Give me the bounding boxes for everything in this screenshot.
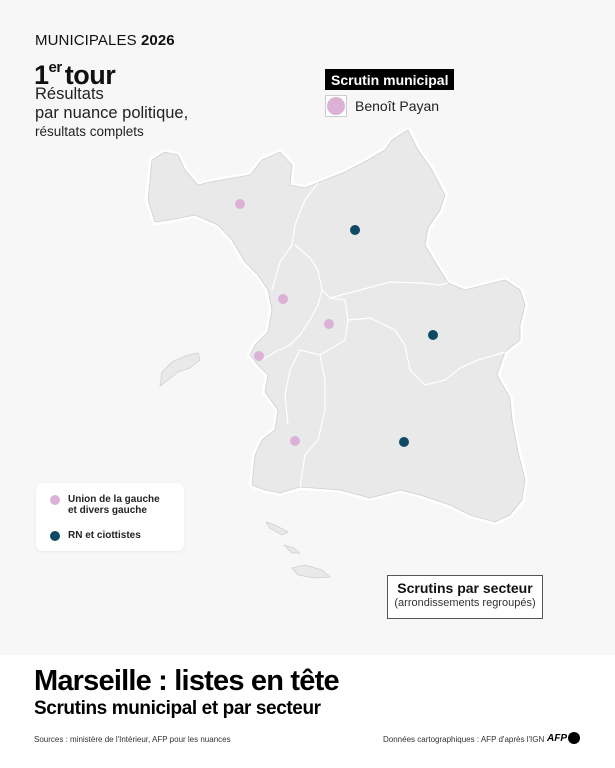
afp-logo: AFP	[547, 732, 580, 744]
secteur-box: Scrutins par secteur (arrondissements re…	[387, 575, 543, 619]
pink-dot-icon	[50, 495, 60, 505]
round-number: 1	[34, 60, 49, 90]
subheadline: Scrutins municipal et par secteur	[34, 698, 321, 719]
marker-centre-port[interactable]	[278, 294, 288, 304]
carto-credit: Données cartographiques : AFP d'après l'…	[383, 735, 545, 744]
legend-label-line2: et divers gauche	[68, 505, 147, 516]
leader-name: Benoît Payan	[355, 98, 440, 114]
municipal-leader: Benoît Payan	[325, 95, 439, 117]
secteur-subtitle: (arrondissements regroupés)	[394, 597, 536, 609]
election-kicker: MUNICIPALES 2026	[35, 32, 175, 49]
legend-item-left: Union de la gauche et divers gauche	[50, 494, 160, 516]
secteur-title: Scrutins par secteur	[397, 580, 533, 596]
subtitle-line2: par nuance politique,	[35, 104, 189, 122]
marker-east[interactable]	[428, 330, 438, 340]
sector-borders	[261, 182, 506, 488]
kicker-prefix: MUNICIPALES	[35, 32, 137, 49]
leader-swatch-icon	[325, 95, 347, 117]
legend-item-rn: RN et ciottistes	[50, 530, 141, 541]
subtitle-line1: Résultats	[35, 85, 104, 103]
afp-logo-text: AFP	[547, 732, 567, 744]
round-sup: er	[48, 59, 63, 76]
headline: Marseille : listes en tête	[34, 665, 340, 697]
round-word: tour	[64, 60, 116, 90]
results-status: résultats complets	[35, 124, 144, 139]
sector-markers	[235, 199, 438, 447]
marseille-map	[147, 129, 526, 579]
municipal-title: Scrutin municipal	[325, 69, 455, 90]
marker-north-east[interactable]	[350, 225, 360, 235]
marker-centre[interactable]	[324, 319, 334, 329]
subtitle: Résultats par nuance politique,	[35, 85, 188, 123]
sources: Sources : ministère de l'Intérieur, AFP …	[34, 735, 231, 744]
legend-label: RN et ciottistes	[68, 530, 141, 541]
marker-north-west[interactable]	[235, 199, 245, 209]
land	[147, 129, 526, 579]
afp-ball-icon	[568, 732, 580, 744]
legend-label-line1: Union de la gauche	[68, 494, 160, 505]
navy-dot-icon	[50, 531, 60, 541]
marker-south-west[interactable]	[290, 436, 300, 446]
marker-south-east[interactable]	[399, 437, 409, 447]
marker-west-coast[interactable]	[254, 351, 264, 361]
kicker-year: 2026	[140, 32, 175, 49]
round-title: 1er tour	[34, 51, 116, 92]
legend: Union de la gauche et divers gauche RN e…	[36, 483, 184, 551]
